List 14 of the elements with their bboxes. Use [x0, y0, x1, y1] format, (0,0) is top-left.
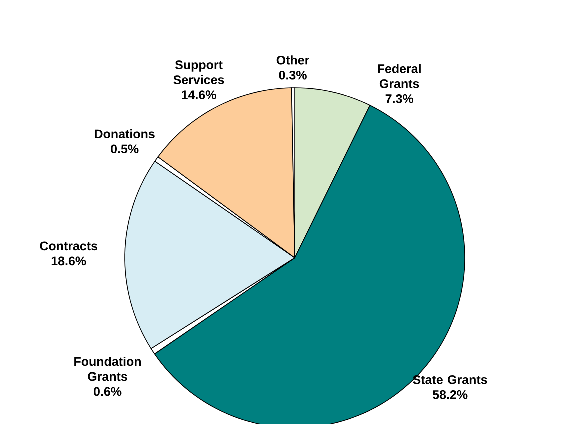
data-label: 0.6% — [94, 387, 122, 396]
slice-label: Support Services — [174, 60, 224, 84]
slice-label: Donations — [95, 129, 155, 139]
data-label: 14.6% — [182, 90, 216, 100]
data-label: 7.3% — [386, 94, 414, 104]
slice-label: Contracts — [40, 242, 98, 251]
slice-label: State Grants — [413, 375, 488, 384]
data-label: 18.6% — [52, 256, 86, 266]
slice-label: Other — [276, 56, 310, 65]
data-label: 58.2% — [432, 390, 468, 400]
data-label: 0.3% — [279, 70, 307, 80]
slice-label: Foundation Grants — [74, 356, 142, 382]
data-label: 0.5% — [111, 144, 139, 154]
slice-label: Federal Grants — [378, 64, 421, 88]
